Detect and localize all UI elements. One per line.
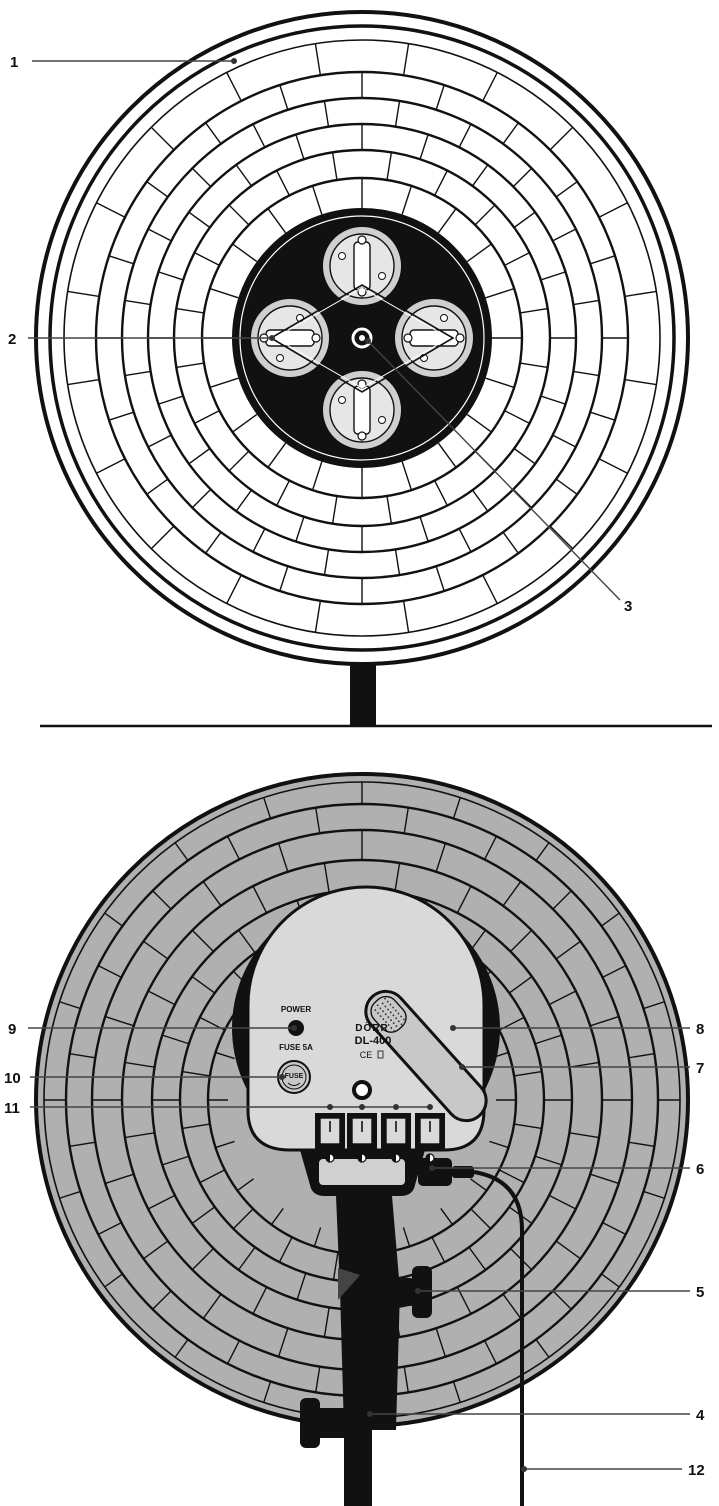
callout-7: 7 bbox=[696, 1060, 704, 1077]
power-cable bbox=[473, 1170, 524, 1506]
lamp-sockets bbox=[244, 220, 480, 456]
housing-center-hole bbox=[352, 1080, 372, 1100]
weee-icon bbox=[377, 1050, 384, 1059]
callout-3: 3 bbox=[624, 598, 632, 615]
callouts: 1 2 3 9 10 11 8 7 6 5 4 12 bbox=[4, 54, 705, 1479]
lamp-switch bbox=[315, 1113, 345, 1163]
callout-2: 2 bbox=[8, 331, 16, 348]
fuse-rating-label: FUSE 5A bbox=[279, 1043, 313, 1052]
lamp-switch bbox=[347, 1113, 377, 1163]
callout-11: 11 bbox=[4, 1100, 20, 1117]
callout-10: 10 bbox=[4, 1070, 21, 1087]
lamp-socket bbox=[316, 364, 408, 456]
cable-connector bbox=[418, 1158, 452, 1186]
brand-label: DÖRR bbox=[355, 1021, 388, 1034]
power-label: POWER bbox=[281, 1005, 311, 1014]
certification-marks: CE bbox=[360, 1050, 373, 1060]
model-label: DL-400 bbox=[355, 1035, 392, 1047]
lamp-socket bbox=[388, 292, 480, 384]
back-stand-pole bbox=[344, 1420, 372, 1506]
stand-knob bbox=[300, 1398, 320, 1448]
lamp-switches bbox=[315, 1113, 445, 1163]
callout-4: 4 bbox=[696, 1407, 705, 1424]
stand-clamp bbox=[336, 1196, 400, 1430]
tilt-knob bbox=[394, 1278, 414, 1306]
callout-9: 9 bbox=[8, 1021, 16, 1038]
callout-6: 6 bbox=[696, 1161, 704, 1178]
callout-5: 5 bbox=[696, 1284, 704, 1301]
lamp-switch bbox=[381, 1113, 411, 1163]
lamp-switch bbox=[415, 1113, 445, 1163]
callout-1: 1 bbox=[10, 54, 18, 71]
callout-8: 8 bbox=[696, 1021, 704, 1038]
slave-sensor bbox=[364, 989, 488, 1123]
back-view: POWER FUSE 5A FUSE DÖRR DL-400 CE bbox=[34, 772, 690, 1506]
callout-12: 12 bbox=[688, 1462, 705, 1479]
front-view bbox=[34, 10, 712, 728]
fuse-cap-label: FUSE bbox=[285, 1073, 304, 1080]
lamp-socket bbox=[316, 220, 408, 312]
